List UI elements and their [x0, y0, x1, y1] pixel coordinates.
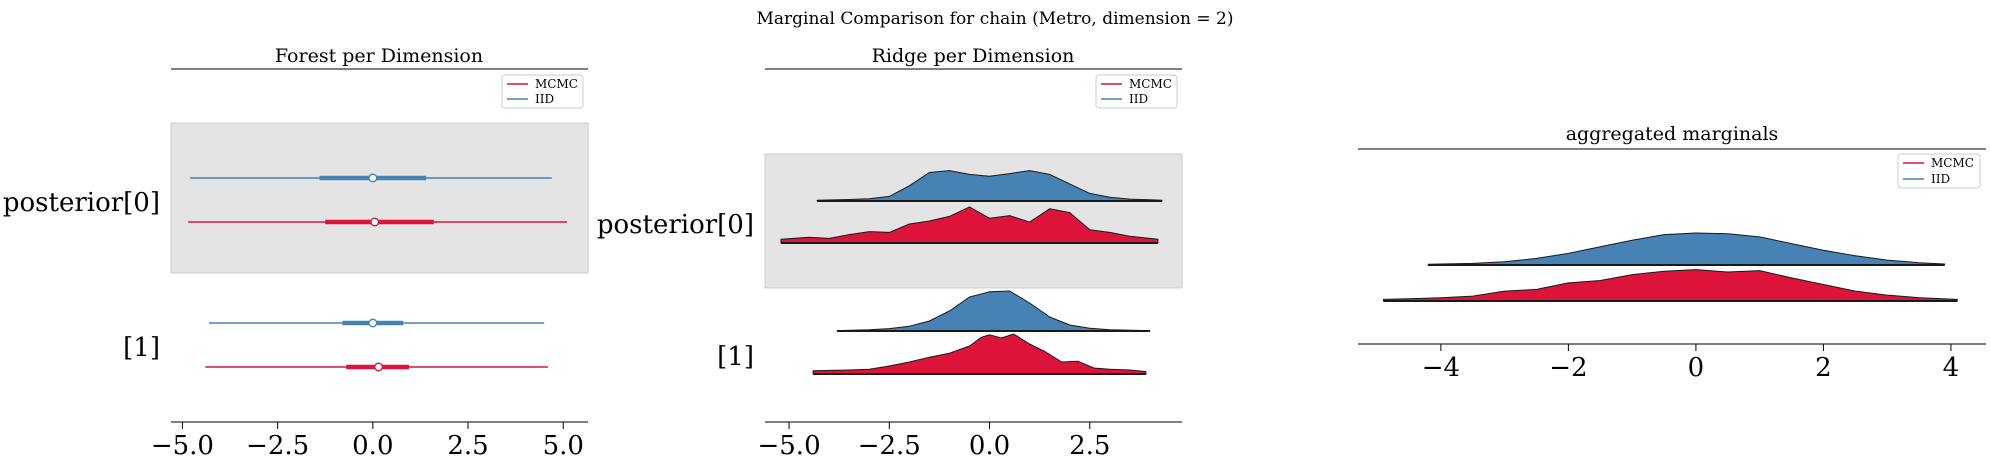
aggregated-xtick-label: −4	[1422, 353, 1460, 383]
ridge-ylabel-0: posterior[0]	[597, 210, 754, 240]
forest-xtick-label: 0.0	[352, 431, 393, 461]
ridge-panel-title: Ridge per Dimension	[872, 45, 1075, 67]
figure-suptitle: Marginal Comparison for chain (Metro, di…	[756, 9, 1233, 29]
aggregated-density-iid-0	[1428, 233, 1945, 265]
forest-legend-mcmc-label: MCMC	[535, 77, 578, 91]
ridge-xtick-label: −2.5	[858, 431, 921, 461]
aggregated-legend-iid-label: IID	[1931, 172, 1950, 186]
forest-xtick-label: −5.0	[151, 431, 214, 461]
aggregated-legend: MCMC IID	[1898, 154, 1980, 188]
ridge-density-iid-1	[837, 291, 1150, 331]
forest-shade-band	[171, 123, 588, 273]
forest-ylabel-0: posterior[0]	[3, 188, 160, 218]
ridge-xtick-label: 0.0	[969, 431, 1010, 461]
forest-ylabel-1: [1]	[123, 333, 160, 363]
aggregated-legend-mcmc-label: MCMC	[1931, 156, 1974, 170]
forest-median-iid	[369, 319, 377, 327]
aggregated-xtick-label: −2	[1549, 353, 1587, 383]
ridge-panel: Ridge per Dimension posterior[0] [1] MCM…	[597, 45, 1182, 461]
forest-xtick-label: 5.0	[543, 431, 584, 461]
forest-legend-iid-label: IID	[535, 92, 554, 106]
forest-xtick-label: 2.5	[447, 431, 488, 461]
forest-panel-title: Forest per Dimension	[275, 45, 483, 67]
forest-legend: MCMC IID	[502, 75, 583, 108]
forest-median-mcmc	[371, 218, 379, 226]
ridge-ylabel-1: [1]	[717, 342, 754, 372]
aggregated-xtick-label: 4	[1943, 353, 1960, 383]
ridge-legend-mcmc-label: MCMC	[1129, 77, 1172, 91]
ridge-xtick-label: 2.5	[1069, 431, 1110, 461]
forest-xtick-label: −2.5	[246, 431, 309, 461]
aggregated-xtick-label: 0	[1688, 353, 1705, 383]
ridge-legend-iid-label: IID	[1129, 92, 1148, 106]
aggregated-density-mcmc-0	[1384, 270, 1958, 301]
ridge-density-mcmc-1	[813, 334, 1146, 374]
forest-median-mcmc	[375, 363, 383, 371]
aggregated-panel-title: aggregated marginals	[1566, 123, 1779, 145]
aggregated-panel: aggregated marginals MCMC IID −4 −2 0 2 4	[1358, 123, 1986, 383]
forest-panel: Forest per Dimension posterior[0] [1] MC…	[3, 45, 588, 461]
ridge-xtick-label: −5.0	[757, 431, 820, 461]
forest-median-iid	[369, 174, 377, 182]
aggregated-xtick-label: 2	[1815, 353, 1832, 383]
ridge-legend: MCMC IID	[1096, 75, 1177, 108]
